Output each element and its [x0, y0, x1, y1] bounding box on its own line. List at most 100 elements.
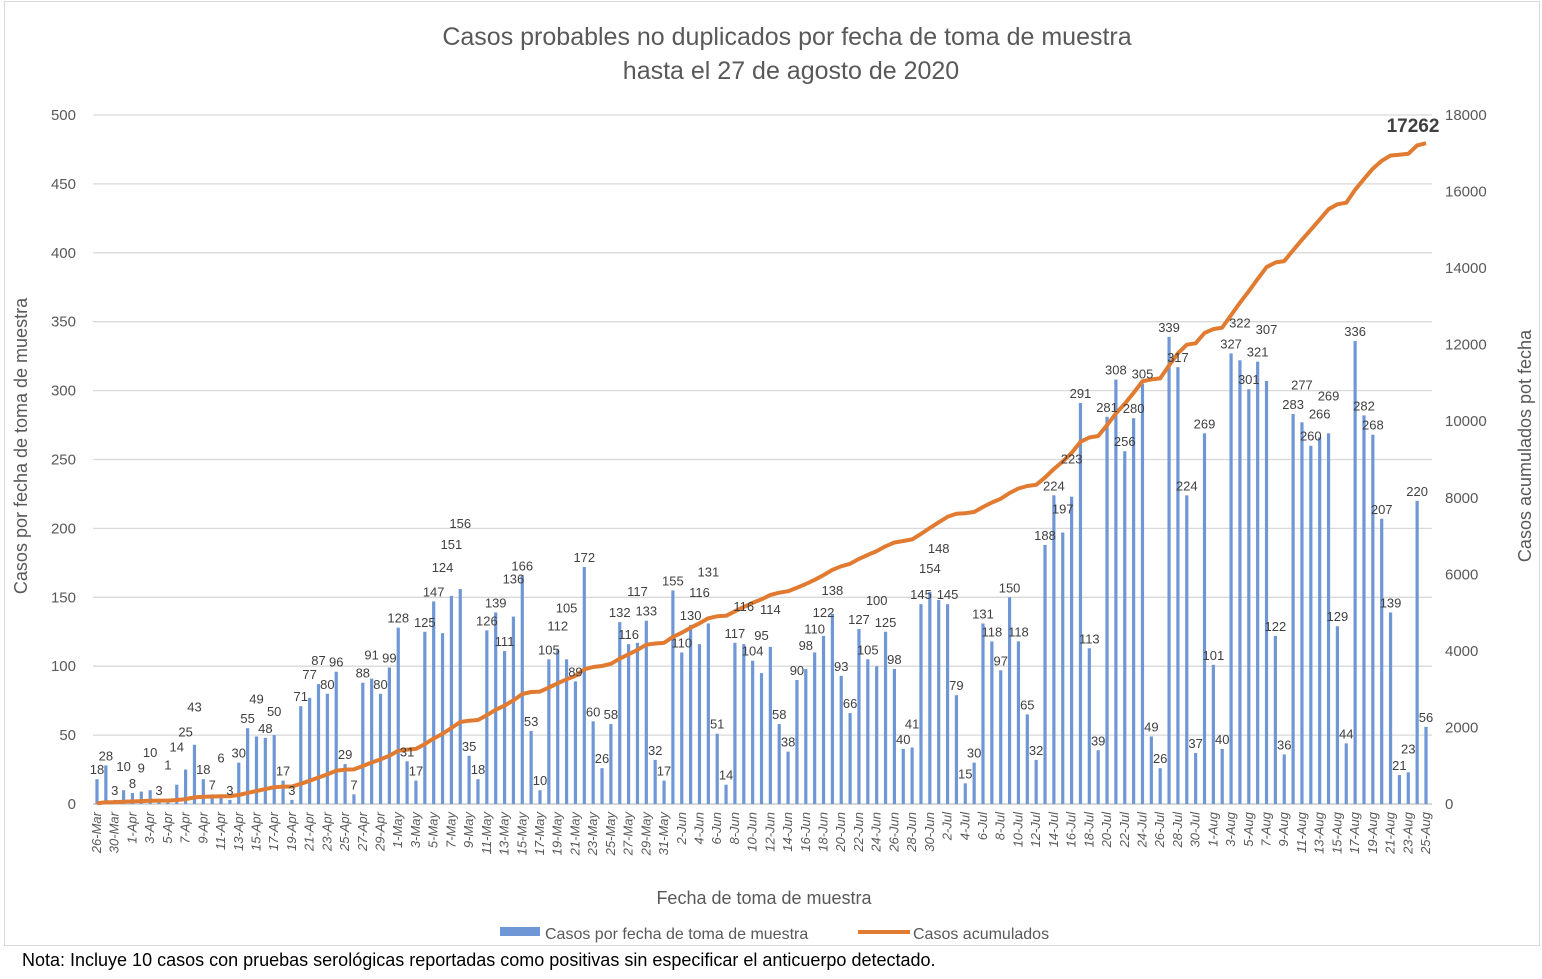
bar-value-label: 116 [689, 585, 710, 600]
chart-title: Casos probables no duplicados por fecha … [442, 23, 1131, 51]
x-tick-label: 1-Aug [1205, 811, 1220, 846]
bar-value-label: 31 [400, 744, 414, 759]
x-tick-label: 19-Apr [284, 811, 299, 851]
x-tick-label: 17-May [532, 811, 547, 856]
bar-value-label: 223 [1061, 452, 1083, 467]
bar-value-label: 100 [866, 593, 888, 608]
bar-value-label: 9 [138, 761, 145, 776]
bar-value-label: 112 [547, 619, 568, 634]
x-tick-label: 3-May [408, 811, 423, 849]
bar-value-label: 268 [1362, 418, 1384, 433]
bar-series [95, 336, 1428, 804]
bar [1264, 380, 1269, 804]
x-tick-label: 12-Jul [1028, 811, 1043, 848]
bar [201, 779, 205, 804]
x-tick-label: 13-Apr [231, 811, 246, 851]
x-tick-label: 18-Jul [1081, 811, 1096, 848]
bar-value-label: 321 [1247, 345, 1269, 360]
bar-value-label: 131 [972, 606, 994, 621]
bar [653, 759, 657, 804]
bar [254, 736, 259, 804]
bar-value-label: 301 [1238, 372, 1260, 387]
bar [1256, 361, 1260, 804]
bar-value-label: 277 [1291, 377, 1313, 392]
bar [1353, 340, 1357, 804]
bar-value-label: 53 [524, 714, 538, 729]
x-tick-label: 27-Apr [355, 811, 370, 852]
bar [1220, 748, 1224, 804]
bar [396, 627, 400, 804]
x-tick-label: 26-Jul [1152, 811, 1167, 849]
x-tick-label: 15-Apr [248, 811, 263, 851]
bar-value-label: 51 [710, 717, 724, 732]
bar-value-label: 114 [760, 602, 781, 617]
bar-value-label: 224 [1176, 478, 1198, 493]
bar-value-label: 308 [1105, 363, 1127, 378]
x-tick-label: 11-May [479, 811, 494, 855]
bar-value-label: 282 [1353, 398, 1375, 413]
bar-value-label: 65 [1020, 697, 1034, 712]
bar [1087, 648, 1091, 804]
bar-value-label: 260 [1300, 429, 1322, 444]
bar-value-label: 99 [382, 651, 396, 666]
bar [821, 635, 826, 804]
legend-bar-label: Casos por fecha de toma de muestra [545, 926, 808, 943]
bar [405, 761, 409, 804]
x-axis-title: Fecha de toma de muestra [656, 888, 872, 908]
bar [627, 644, 631, 804]
bar-value-label: 307 [1256, 322, 1278, 337]
bar-value-label: 139 [485, 595, 507, 610]
bar [768, 646, 772, 804]
bar [511, 616, 516, 804]
bar [635, 642, 640, 804]
right-axis-title: Casos acumulados pot fecha [1515, 329, 1535, 562]
bar-value-label: 154 [919, 561, 941, 576]
x-tick-label: 25-May [603, 811, 618, 857]
bar [290, 799, 294, 804]
right-tick-label: 18000 [1445, 107, 1487, 124]
bar [246, 728, 250, 804]
x-tick-label: 8-Jul [993, 811, 1008, 840]
bar [148, 790, 152, 804]
bar [1371, 434, 1375, 804]
bar [343, 764, 347, 804]
right-tick-label: 0 [1445, 796, 1453, 813]
x-tick-label: 11-Aug [1294, 811, 1309, 853]
x-tick-label: 3-Apr [142, 811, 157, 843]
bar-value-label: 98 [799, 638, 813, 653]
bar [272, 735, 276, 804]
bar-value-label: 126 [476, 613, 498, 628]
bar [1123, 451, 1127, 804]
bar-value-label: 150 [999, 580, 1021, 595]
bar-value-label: 117 [725, 626, 746, 641]
bar [1096, 750, 1100, 804]
bar [308, 697, 312, 804]
x-tick-label: 19-May [550, 811, 565, 856]
x-tick-label: 21-Aug [1383, 811, 1398, 855]
bar [662, 780, 666, 804]
bar-value-label: 339 [1158, 320, 1180, 335]
bar-value-label: 336 [1344, 324, 1366, 339]
bar-value-label: 224 [1043, 478, 1065, 493]
bar-value-label: 14 [719, 768, 733, 783]
bar [777, 724, 781, 804]
bar-value-label: 56 [1419, 710, 1433, 725]
bar-value-label: 26 [1153, 751, 1167, 766]
x-tick-label: 9-May [461, 811, 476, 849]
bar-value-label: 118 [981, 624, 1002, 639]
bar-value-label: 327 [1220, 336, 1242, 351]
bar-value-label: 3 [111, 783, 118, 798]
x-tick-label: 23-May [585, 811, 600, 857]
x-tick-label: 5-Apr [160, 811, 175, 843]
bar-value-label: 129 [1327, 609, 1349, 624]
bar-value-label: 21 [1392, 758, 1406, 773]
bar-value-label: 66 [843, 696, 857, 711]
bar-value-label: 151 [441, 537, 463, 552]
bar [325, 693, 329, 804]
bar [104, 765, 108, 804]
x-tick-label: 24-Jun [869, 812, 884, 853]
bar [733, 642, 737, 804]
bar-value-label: 29 [338, 747, 352, 762]
bar-value-label: 44 [1339, 726, 1353, 741]
x-tick-label: 29-May [638, 811, 653, 857]
